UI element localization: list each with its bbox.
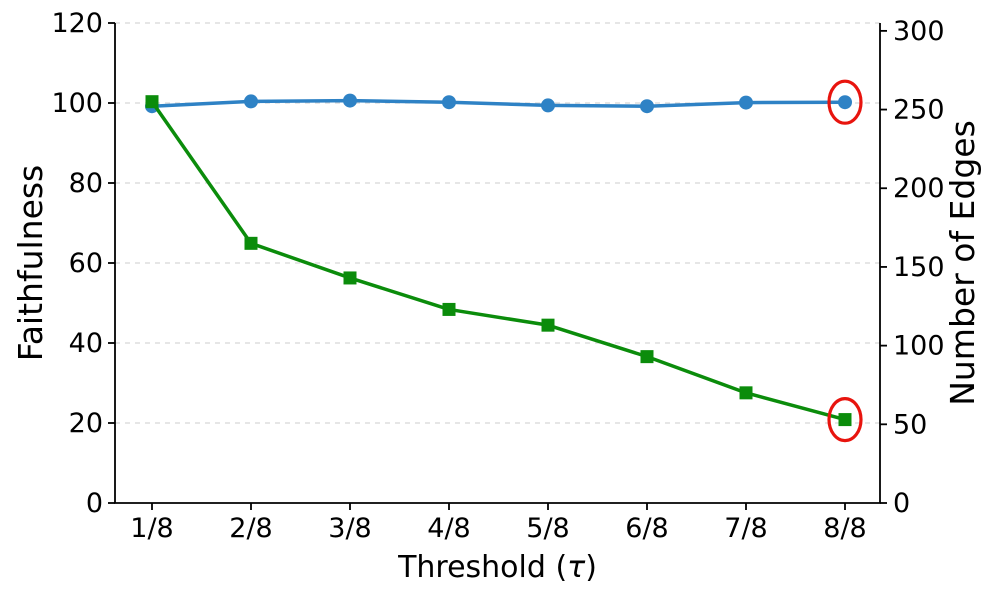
edges-point-marker [343,271,357,285]
left-axis-tick-label: 20 [69,408,103,439]
x-axis-tick-label: 8/8 [823,513,866,544]
left-axis-tick-label: 100 [51,88,103,119]
faithfulness-point-marker [541,98,555,113]
highlight-ellipse [827,396,863,443]
faithfulness-point-marker [343,93,357,108]
right-axis-tick-label: 0 [893,488,910,519]
x-axis-tick-label: 2/8 [229,513,272,544]
x-axis-tick-label: 6/8 [625,513,668,544]
edges-point-marker [640,350,654,364]
edges-line [150,100,846,422]
right-axis-tick-label: 250 [893,95,945,126]
left-axis-tick-label: 40 [69,328,103,359]
faithfulness-point-marker [244,94,258,109]
left-axis-tick-label: 0 [86,488,103,519]
left-axis-tick-label: 120 [51,8,103,39]
edges-point-marker [541,318,555,332]
right-axis-title: Number of Edges [943,120,982,406]
faithfulness-point-marker [838,95,852,110]
faithfulness-point-marker [442,95,456,110]
edges-point-marker [739,386,753,400]
x-axis-tick-label: 5/8 [526,513,569,544]
left-axis-tick-label: 60 [69,248,103,279]
highlight-ellipse [827,79,863,125]
faithfulness-point-marker [739,95,753,110]
x-axis-tick-label: 1/8 [130,513,173,544]
x-axis-tick-label: 7/8 [724,513,767,544]
edges-point-marker [145,95,159,109]
right-axis-tick-label: 100 [893,331,945,362]
x-axis-title: Threshold (τ) [397,550,597,585]
edges-point-marker [244,236,258,250]
edges-point-marker [838,413,852,427]
left-axis-tick-label: 80 [69,168,103,199]
right-axis-tick-label: 50 [893,409,927,440]
right-axis-tick-label: 300 [893,16,945,47]
left-axis-title: Faithfulness [11,165,50,362]
right-axis-tick-label: 150 [893,252,945,283]
faithfulness-line [151,98,846,108]
x-axis-tick-label: 4/8 [427,513,470,544]
right-axis-tick-label: 200 [893,173,945,204]
edges-point-marker [442,302,456,316]
x-axis-tick-label: 3/8 [328,513,371,544]
faithfulness-point-marker [640,99,654,114]
